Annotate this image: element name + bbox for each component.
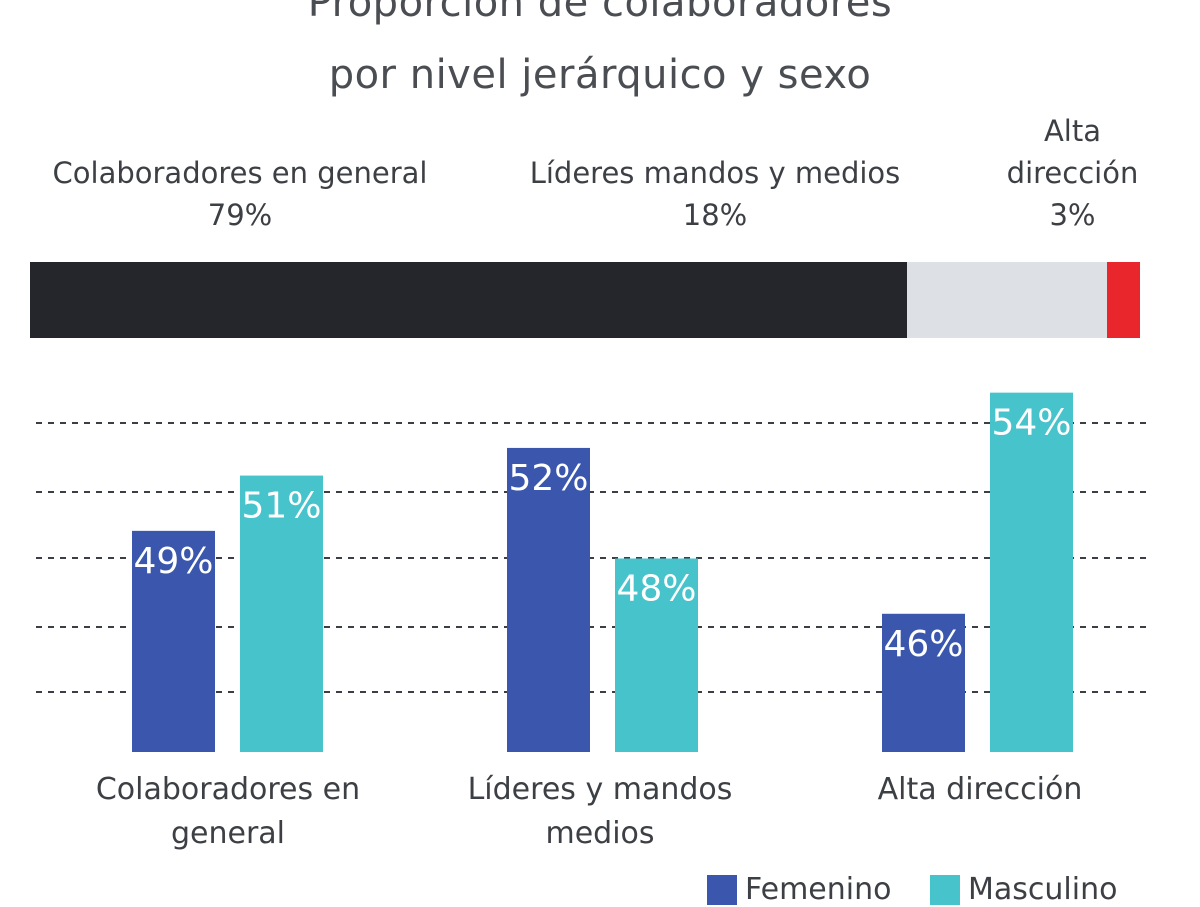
bar-value-label: 51% <box>241 486 321 527</box>
stack-segment <box>906 262 1107 338</box>
category-label-line1: Líderes y mandos <box>467 772 733 807</box>
bar-value-label: 54% <box>991 403 1071 444</box>
legend-item-femenino: Femenino <box>707 872 891 907</box>
legend-swatch-femenino <box>707 874 737 905</box>
bar-masculino <box>990 392 1073 752</box>
segment-value: 3% <box>1049 198 1096 232</box>
bar-femenino <box>132 530 215 752</box>
category-label-line1: Alta dirección <box>877 772 1083 807</box>
chart-title-line2: por nivel jerárquico y sexo <box>328 52 872 98</box>
bar-masculino <box>615 558 698 752</box>
segment-name-line1: Alta <box>1043 114 1102 148</box>
segment-label-alta: Alta dirección 3% <box>1000 110 1145 236</box>
category-label-alta: Alta dirección <box>830 768 1130 812</box>
stacked-proportion-bar <box>30 262 1140 338</box>
segment-name-line2: dirección <box>1006 156 1139 190</box>
category-label-line1: Colaboradores en <box>95 772 361 807</box>
segment-name: Líderes mandos y medios <box>529 156 901 190</box>
bar-masculino <box>240 475 323 752</box>
bar-value-label: 48% <box>616 569 696 610</box>
legend-label: Femenino <box>745 872 892 907</box>
category-label-general: Colaboradores en general <box>78 768 378 856</box>
bar-value-label: 49% <box>133 541 213 582</box>
segment-value: 79% <box>207 198 273 232</box>
legend-label: Masculino <box>968 872 1118 907</box>
category-label-line2: general <box>170 816 286 851</box>
chart-title-line1: Proporción de colaboradores <box>307 0 893 26</box>
bar-value-label: 46% <box>883 624 963 665</box>
category-label-line2: medios <box>545 816 655 851</box>
category-label-lideres: Líderes y mandos medios <box>450 768 750 856</box>
bar-femenino <box>882 613 965 752</box>
segment-label-general: Colaboradores en general 79% <box>30 152 450 236</box>
segment-value: 18% <box>682 198 748 232</box>
segment-name: Colaboradores en general <box>52 156 428 190</box>
bar-value-label: 52% <box>508 458 588 499</box>
stack-segment <box>1106 262 1140 338</box>
legend-item-masculino: Masculino <box>930 872 1117 907</box>
legend-swatch-masculino <box>930 874 960 905</box>
segment-label-lideres: Líderes mandos y medios 18% <box>505 152 925 236</box>
bar-femenino <box>507 447 590 752</box>
stack-segment <box>30 262 907 338</box>
